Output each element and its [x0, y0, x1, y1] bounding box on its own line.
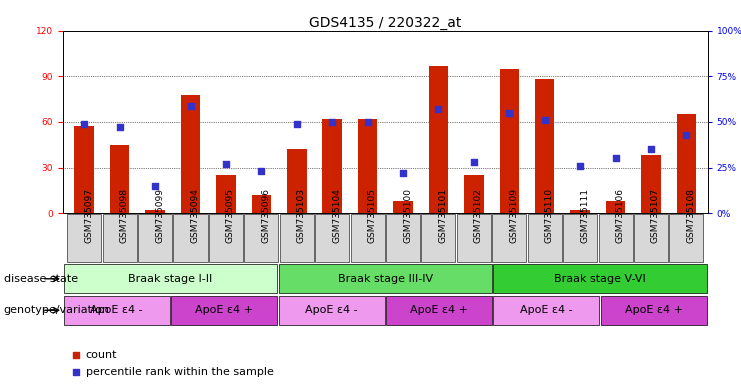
Point — [79, 121, 90, 127]
FancyBboxPatch shape — [280, 214, 313, 262]
Point — [326, 119, 338, 125]
FancyBboxPatch shape — [171, 296, 277, 325]
FancyBboxPatch shape — [245, 214, 279, 262]
Bar — [287, 149, 307, 213]
Text: ApoE ε4 -: ApoE ε4 - — [520, 305, 573, 315]
Text: ApoE ε4 +: ApoE ε4 + — [410, 305, 468, 315]
FancyBboxPatch shape — [386, 296, 492, 325]
Bar — [358, 119, 377, 213]
Bar — [145, 210, 165, 213]
Text: GSM735097: GSM735097 — [84, 188, 93, 243]
FancyBboxPatch shape — [315, 214, 349, 262]
Point — [362, 119, 373, 125]
Bar — [464, 175, 484, 213]
Text: disease state: disease state — [4, 274, 78, 284]
Text: ApoE ε4 +: ApoE ε4 + — [625, 305, 683, 315]
Bar — [677, 114, 696, 213]
Text: GSM735111: GSM735111 — [580, 188, 589, 243]
Point — [496, 288, 508, 294]
FancyBboxPatch shape — [279, 296, 385, 325]
FancyBboxPatch shape — [563, 214, 597, 262]
Bar — [393, 201, 413, 213]
FancyBboxPatch shape — [209, 214, 243, 262]
Title: GDS4135 / 220322_at: GDS4135 / 220322_at — [309, 16, 462, 30]
Bar — [641, 156, 661, 213]
Bar — [429, 66, 448, 213]
Text: GSM735104: GSM735104 — [332, 188, 341, 243]
Point — [574, 163, 586, 169]
FancyBboxPatch shape — [669, 214, 703, 262]
Text: percentile rank within the sample: percentile rank within the sample — [85, 367, 273, 377]
Text: Braak stage III-IV: Braak stage III-IV — [338, 274, 433, 284]
FancyBboxPatch shape — [103, 214, 136, 262]
FancyBboxPatch shape — [279, 264, 492, 293]
Point — [539, 117, 551, 123]
Text: ApoE ε4 +: ApoE ε4 + — [195, 305, 253, 315]
Bar — [110, 145, 130, 213]
FancyBboxPatch shape — [528, 214, 562, 262]
Text: GSM735102: GSM735102 — [474, 188, 483, 243]
FancyBboxPatch shape — [138, 214, 172, 262]
Point — [468, 159, 480, 165]
FancyBboxPatch shape — [64, 264, 277, 293]
Bar — [499, 69, 519, 213]
Text: GSM735110: GSM735110 — [545, 188, 554, 243]
Text: ApoE ε4 -: ApoE ε4 - — [90, 305, 143, 315]
Text: GSM735109: GSM735109 — [509, 188, 518, 243]
Text: Braak stage V-VI: Braak stage V-VI — [554, 274, 646, 284]
Text: GSM735100: GSM735100 — [403, 188, 412, 243]
Bar — [322, 119, 342, 213]
Point — [503, 110, 515, 116]
Bar — [606, 201, 625, 213]
Point — [610, 156, 622, 162]
Text: genotype/variation: genotype/variation — [4, 305, 110, 315]
Bar — [535, 79, 554, 213]
Text: ApoE ε4 -: ApoE ε4 - — [305, 305, 358, 315]
FancyBboxPatch shape — [350, 214, 385, 262]
FancyBboxPatch shape — [599, 214, 633, 262]
Point — [220, 161, 232, 167]
FancyBboxPatch shape — [601, 296, 707, 325]
FancyBboxPatch shape — [492, 214, 526, 262]
FancyBboxPatch shape — [386, 214, 420, 262]
Bar — [571, 210, 590, 213]
Point — [433, 106, 445, 112]
Text: GSM735094: GSM735094 — [190, 188, 199, 243]
Text: GSM735095: GSM735095 — [226, 188, 235, 243]
Text: GSM735105: GSM735105 — [368, 188, 376, 243]
Point — [149, 183, 161, 189]
Bar — [75, 126, 94, 213]
Text: GSM735103: GSM735103 — [296, 188, 306, 243]
Point — [185, 103, 196, 109]
FancyBboxPatch shape — [64, 296, 170, 325]
FancyBboxPatch shape — [173, 214, 207, 262]
Point — [113, 124, 125, 131]
Point — [645, 146, 657, 152]
FancyBboxPatch shape — [634, 214, 668, 262]
Text: GSM735099: GSM735099 — [155, 188, 164, 243]
Point — [680, 132, 692, 138]
Text: GSM735108: GSM735108 — [686, 188, 695, 243]
Point — [256, 168, 268, 174]
Point — [397, 170, 409, 176]
Point — [496, 131, 508, 137]
Text: GSM735098: GSM735098 — [119, 188, 129, 243]
Text: GSM735101: GSM735101 — [439, 188, 448, 243]
Bar — [216, 175, 236, 213]
Text: count: count — [85, 350, 117, 360]
FancyBboxPatch shape — [67, 214, 102, 262]
Text: GSM735106: GSM735106 — [616, 188, 625, 243]
Point — [290, 121, 302, 127]
FancyBboxPatch shape — [457, 214, 491, 262]
Text: GSM735096: GSM735096 — [262, 188, 270, 243]
Bar — [181, 94, 200, 213]
Text: GSM735107: GSM735107 — [651, 188, 660, 243]
Text: Braak stage I-II: Braak stage I-II — [128, 274, 213, 284]
Bar — [252, 195, 271, 213]
FancyBboxPatch shape — [494, 296, 599, 325]
FancyBboxPatch shape — [494, 264, 707, 293]
FancyBboxPatch shape — [422, 214, 456, 262]
